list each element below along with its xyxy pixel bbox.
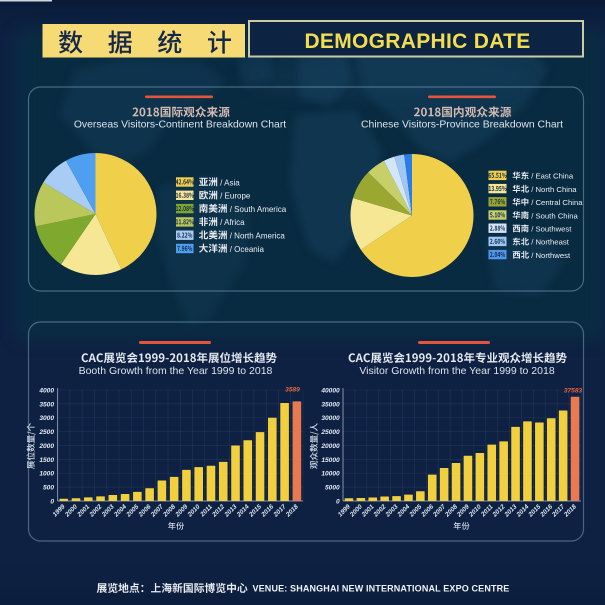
svg-text:0: 0: [336, 498, 340, 505]
svg-text:37583: 37583: [564, 388, 583, 395]
svg-text:VENUE: SHANGHAI NEW INTERNATIO: VENUE: SHANGHAI NEW INTERNATIONAL EXPO C…: [253, 584, 510, 594]
svg-text:25000: 25000: [320, 429, 340, 436]
svg-text:/ South America: / South America: [228, 205, 287, 214]
svg-text:3000: 3000: [39, 415, 54, 422]
svg-text:/ Oceania: / Oceania: [228, 245, 265, 254]
svg-text:/ Northwest: / Northwest: [529, 251, 571, 260]
svg-text:4000: 4000: [38, 387, 54, 394]
svg-text:Booth Growth from the Year 199: Booth Growth from the Year 1999 to 2018: [79, 365, 273, 377]
svg-text:20000: 20000: [320, 443, 340, 450]
svg-text:/ North China: / North China: [529, 185, 577, 194]
svg-text:Chinese Visitors-Province Brea: Chinese Visitors-Province Breakdown Char…: [361, 120, 563, 131]
svg-text:2500: 2500: [38, 429, 54, 436]
svg-text:/ Central China: / Central China: [529, 198, 583, 207]
svg-text:15000: 15000: [321, 457, 340, 464]
svg-text:0: 0: [50, 498, 54, 505]
svg-text:1000: 1000: [39, 471, 54, 478]
svg-text:35000: 35000: [321, 401, 340, 408]
svg-text:/ Asia: / Asia: [218, 178, 240, 187]
svg-text:/ Africa: / Africa: [218, 218, 245, 227]
svg-text:/ East China: / East China: [529, 172, 574, 181]
svg-text:40000: 40000: [320, 387, 340, 394]
svg-text:/ North America: / North America: [228, 232, 286, 241]
svg-text:/ Europe: / Europe: [218, 192, 251, 201]
svg-text:500: 500: [43, 485, 54, 492]
svg-text:2000: 2000: [38, 443, 54, 450]
svg-text:3589: 3589: [285, 387, 300, 394]
svg-text:3500: 3500: [39, 401, 54, 408]
svg-text:1500: 1500: [39, 457, 54, 464]
svg-text:10000: 10000: [321, 471, 340, 478]
svg-text:Overseas Visitors-Continent Br: Overseas Visitors-Continent Breakdown Ch…: [74, 120, 286, 131]
svg-text:DEMOGRAPHIC DATE: DEMOGRAPHIC DATE: [304, 30, 530, 53]
svg-text:/ Southwest: / Southwest: [529, 225, 572, 234]
svg-text:Visitor Growth from the Year 1: Visitor Growth from the Year 1999 to 201…: [359, 365, 555, 377]
svg-text:30000: 30000: [321, 415, 340, 422]
svg-text:/ Northeast: / Northeast: [529, 238, 570, 247]
svg-text:5000: 5000: [325, 485, 340, 492]
svg-text:/ South China: / South China: [529, 211, 578, 220]
